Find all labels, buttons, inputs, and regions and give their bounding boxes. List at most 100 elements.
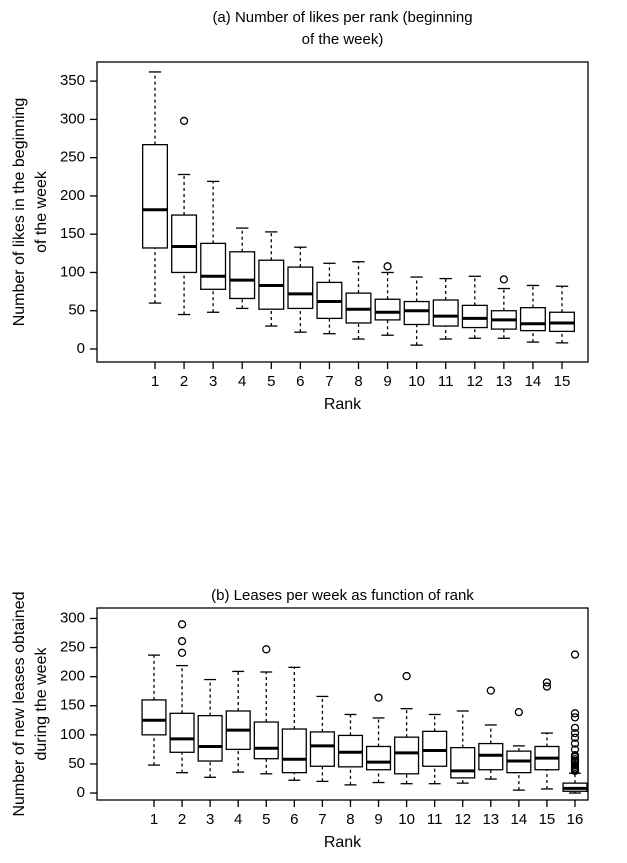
box [200, 242, 227, 290]
y-tick-label: 100 [60, 263, 85, 280]
outlier [570, 713, 580, 722]
chart-title: of the week) [302, 31, 384, 48]
outlier [570, 755, 580, 764]
x-tick-label: 3 [209, 373, 217, 390]
x-tick-label: 1 [151, 373, 159, 390]
plot-frame [96, 607, 589, 801]
x-tick-label: 9 [374, 811, 382, 828]
x-tick-label: 10 [408, 373, 425, 390]
x-tick-label: 15 [554, 373, 571, 390]
outlier [542, 682, 552, 691]
y-axis-label: of the week [33, 170, 50, 253]
x-tick-label: 16 [567, 811, 584, 828]
y-tick-label: 100 [60, 726, 85, 743]
y-axis-label: Number of likes in the beginning [11, 98, 28, 327]
y-tick-label: 350 [60, 72, 85, 89]
y-tick-label: 200 [60, 668, 85, 685]
box [309, 731, 335, 767]
box [519, 307, 546, 332]
box [229, 251, 256, 300]
x-tick-label: 12 [454, 811, 471, 828]
x-tick-label: 14 [511, 811, 528, 828]
box [281, 728, 307, 774]
y-axis-label: during the week [33, 647, 50, 761]
y-tick-label: 300 [60, 110, 85, 127]
y-axis-label: Number of new leases obtained [11, 591, 28, 816]
outlier [179, 116, 189, 126]
outlier [570, 728, 580, 738]
outlier [570, 709, 580, 718]
plot-frame [96, 61, 589, 363]
outlier [570, 723, 580, 733]
outlier [570, 650, 580, 659]
y-tick-label: 50 [68, 755, 85, 772]
y-tick-label: 200 [60, 187, 85, 204]
box [374, 298, 401, 321]
x-tick-label: 1 [150, 811, 158, 828]
outlier [514, 707, 524, 717]
y-tick-label: 150 [60, 697, 85, 714]
x-tick-label: 2 [180, 373, 188, 390]
x-tick-label: 6 [296, 373, 304, 390]
box [432, 299, 459, 327]
x-tick-label: 7 [318, 811, 326, 828]
box [450, 746, 476, 779]
x-tick-label: 7 [325, 373, 333, 390]
x-tick-label: 15 [539, 811, 556, 828]
outlier [177, 648, 187, 657]
x-tick-label: 13 [496, 373, 513, 390]
chart-title: (b) Leases per week as function of rank [211, 587, 474, 604]
x-tick-label: 12 [466, 373, 483, 390]
x-tick-label: 4 [238, 373, 246, 390]
x-tick-label: 9 [383, 373, 391, 390]
outlier [542, 678, 552, 687]
outlier [374, 693, 383, 702]
box [141, 144, 169, 249]
x-tick-label: 8 [346, 811, 354, 828]
box [197, 714, 223, 762]
outlier [570, 733, 580, 742]
y-tick-label: 250 [60, 639, 85, 656]
x-tick-label: 5 [262, 811, 270, 828]
box [403, 300, 430, 326]
box [141, 699, 167, 736]
x-tick-label: 2 [178, 811, 186, 828]
x-tick-label: 11 [438, 373, 454, 390]
box [169, 712, 195, 753]
y-tick-label: 0 [77, 340, 85, 357]
box [422, 730, 448, 767]
x-tick-label: 3 [206, 811, 214, 828]
x-tick-label: 10 [398, 811, 415, 828]
x-axis-label: Rank [324, 396, 362, 413]
outlier [383, 262, 392, 271]
x-tick-label: 5 [267, 373, 275, 390]
y-tick-label: 50 [68, 302, 85, 319]
outlier [499, 275, 509, 284]
x-axis-label: Rank [324, 834, 362, 851]
box [394, 736, 420, 775]
x-tick-label: 13 [482, 811, 499, 828]
outlier [402, 671, 411, 681]
y-tick-label: 250 [60, 149, 85, 166]
outlier [262, 645, 271, 654]
x-tick-label: 11 [427, 811, 443, 828]
outlier [177, 637, 187, 646]
box [287, 266, 314, 310]
box [253, 721, 279, 760]
y-tick-label: 300 [60, 609, 85, 626]
x-tick-label: 4 [234, 811, 242, 828]
outlier [570, 745, 580, 754]
outlier [570, 751, 580, 760]
x-tick-label: 14 [525, 373, 542, 390]
box [461, 304, 488, 329]
outlier [570, 739, 580, 748]
box [171, 214, 198, 274]
outlier [177, 620, 187, 629]
x-tick-label: 8 [354, 373, 362, 390]
box [365, 745, 392, 771]
chart-title: (a) Number of likes per rank (beginning [212, 9, 472, 26]
outlier [570, 760, 580, 770]
y-tick-label: 150 [60, 225, 85, 242]
y-tick-label: 0 [77, 784, 85, 801]
